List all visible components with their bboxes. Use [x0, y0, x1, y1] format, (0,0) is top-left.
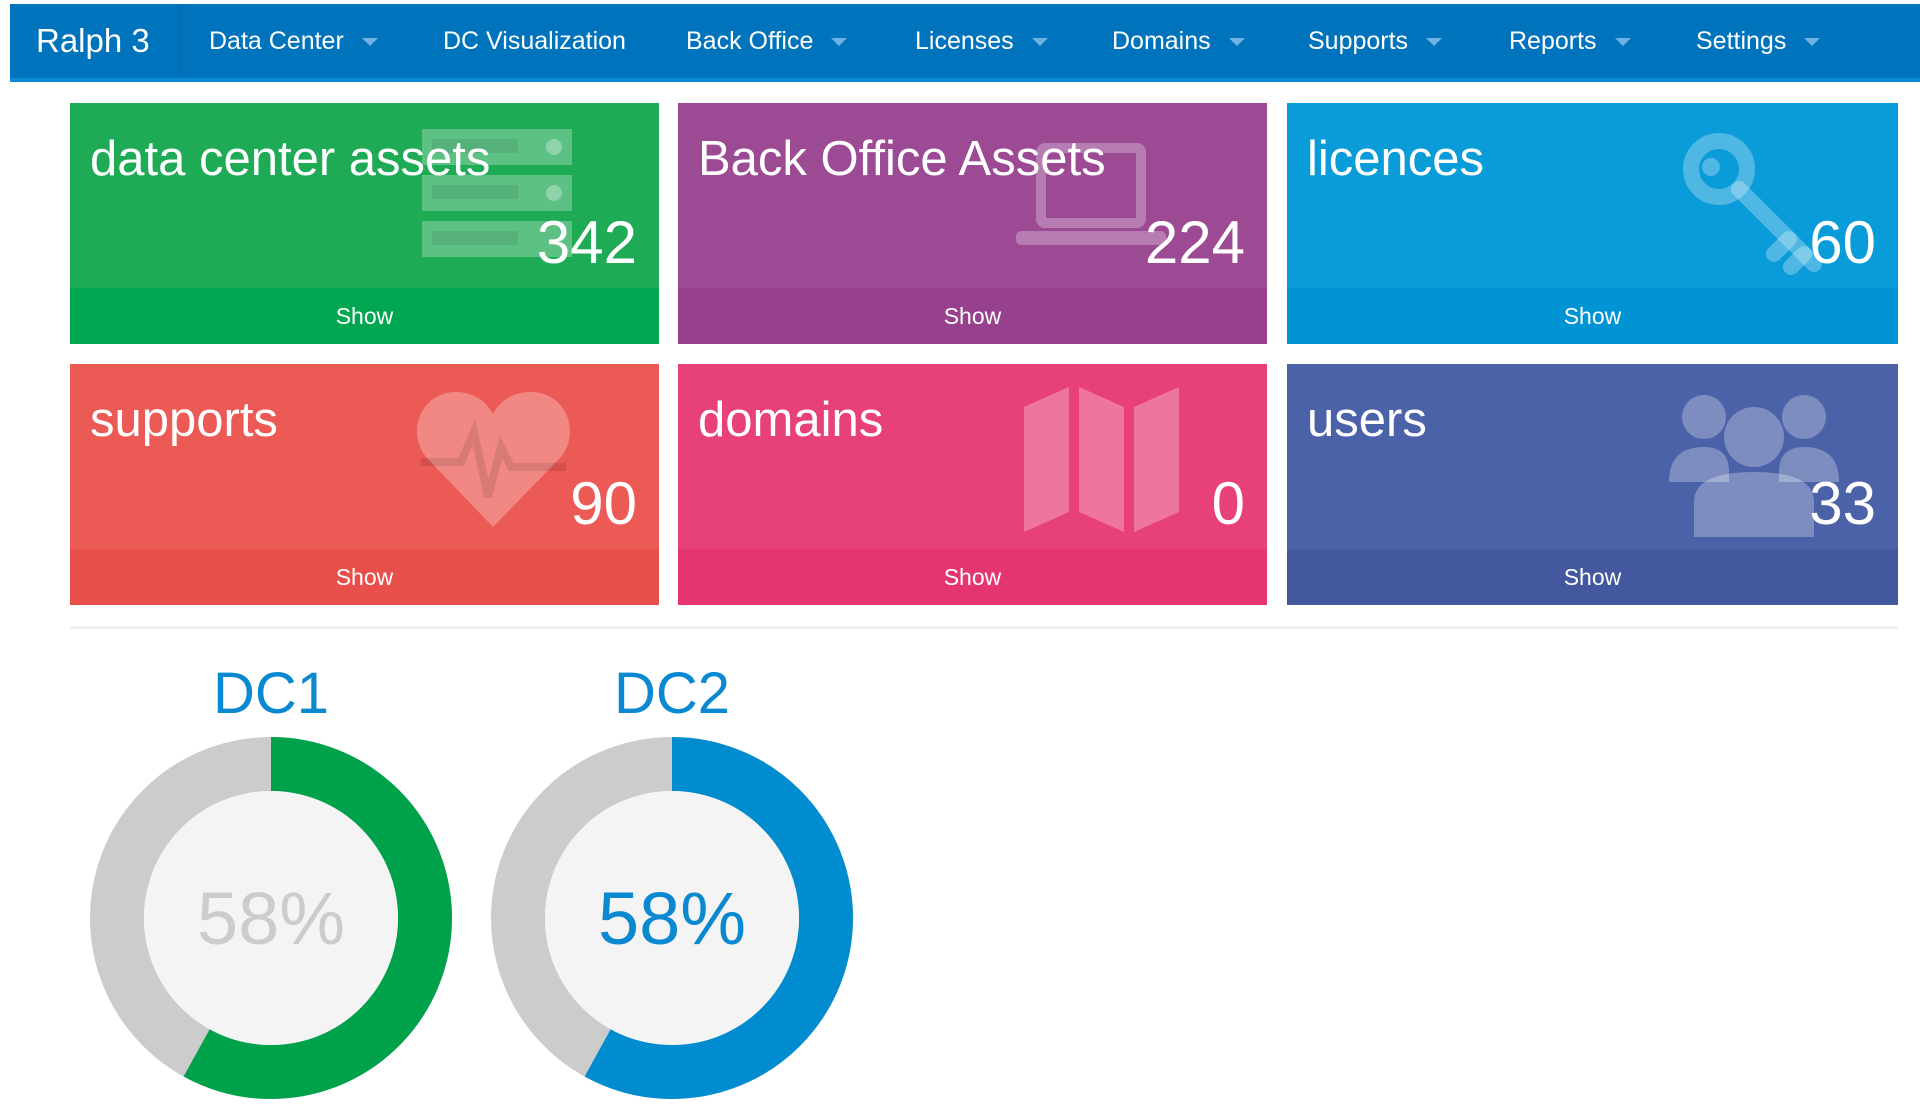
nav-item-dc-visualization[interactable]: DC Visualization: [443, 4, 626, 78]
tile-count: 90: [570, 470, 637, 537]
brand-logo[interactable]: Ralph 3: [10, 4, 181, 78]
divider: [70, 626, 1898, 629]
show-link[interactable]: Show: [1287, 549, 1898, 605]
tile-supports: supports 90 Show: [70, 364, 659, 605]
nav-item-label: Domains: [1112, 27, 1211, 55]
tile-domains: domains 0 Show: [678, 364, 1267, 605]
tile-title: supports: [90, 393, 278, 447]
tile-back-office-assets: Back Office Assets 224 Show: [678, 103, 1267, 344]
nav-item-settings[interactable]: Settings: [1696, 4, 1821, 78]
donut-percent-label: 58%: [197, 877, 345, 960]
tile-title: Back Office Assets: [698, 132, 1106, 186]
show-link[interactable]: Show: [678, 288, 1267, 344]
show-link[interactable]: Show: [70, 288, 659, 344]
dc-title[interactable]: DC2: [613, 661, 731, 726]
nav-item-reports[interactable]: Reports: [1509, 4, 1631, 78]
dc-usage-donut[interactable]: 58%: [491, 737, 853, 1104]
nav-item-label: Settings: [1696, 27, 1787, 55]
users-icon: [1669, 382, 1839, 542]
key-icon: [1679, 129, 1829, 284]
donut-fill: [90, 737, 452, 1099]
tile-count: 0: [1211, 470, 1245, 537]
dc-title[interactable]: DC1: [212, 661, 330, 726]
nav-item-supports[interactable]: Supports: [1308, 4, 1443, 78]
tile-count: 224: [1144, 209, 1245, 276]
caret-down-icon: [1804, 38, 1821, 47]
map-icon: [1024, 382, 1179, 542]
tile-data-center-assets: data center assets 342 Show: [70, 103, 659, 344]
tile-title: data center assets: [90, 132, 491, 186]
tile-count: 342: [536, 209, 637, 276]
donut-percent-label: 58%: [598, 877, 746, 960]
server-icon: [422, 129, 582, 264]
heartbeat-icon: [416, 392, 571, 532]
caret-down-icon: [1426, 38, 1443, 47]
nav-item-label: Licenses: [915, 27, 1014, 55]
dc-usage-donut[interactable]: 58%: [90, 737, 452, 1104]
tile-title: domains: [698, 393, 884, 447]
nav-item-label: DC Visualization: [443, 27, 626, 55]
tile-users: users 33 Show: [1287, 364, 1898, 605]
caret-down-icon: [831, 38, 848, 47]
nav-item-licenses[interactable]: Licenses: [915, 4, 1048, 78]
caret-down-icon: [1031, 38, 1048, 47]
nav-item-data-center[interactable]: Data Center: [209, 4, 378, 78]
tile-count: 60: [1809, 209, 1876, 276]
nav-item-label: Reports: [1509, 27, 1597, 55]
show-link[interactable]: Show: [1287, 288, 1898, 344]
show-link[interactable]: Show: [70, 549, 659, 605]
caret-down-icon: [361, 38, 378, 47]
tile-title: users: [1307, 393, 1427, 447]
caret-down-icon: [1228, 38, 1245, 47]
nav-item-label: Data Center: [209, 27, 344, 55]
nav-item-back-office[interactable]: Back Office: [686, 4, 848, 78]
donut-center: [545, 791, 799, 1045]
nav-item-label: Back Office: [686, 27, 814, 55]
tile-licences: licences 60 Show: [1287, 103, 1898, 344]
donut-center: [144, 791, 398, 1045]
donut-fill: [491, 737, 853, 1099]
top-navbar: Ralph 3 Data Center DC Visualization Back …: [10, 4, 1920, 82]
laptop-icon: [1016, 143, 1166, 258]
tile-title: licences: [1307, 132, 1485, 186]
show-link[interactable]: Show: [678, 549, 1267, 605]
nav-item-domains[interactable]: Domains: [1112, 4, 1245, 78]
caret-down-icon: [1614, 38, 1631, 47]
nav-item-label: Supports: [1308, 27, 1409, 55]
tile-count: 33: [1809, 470, 1876, 537]
